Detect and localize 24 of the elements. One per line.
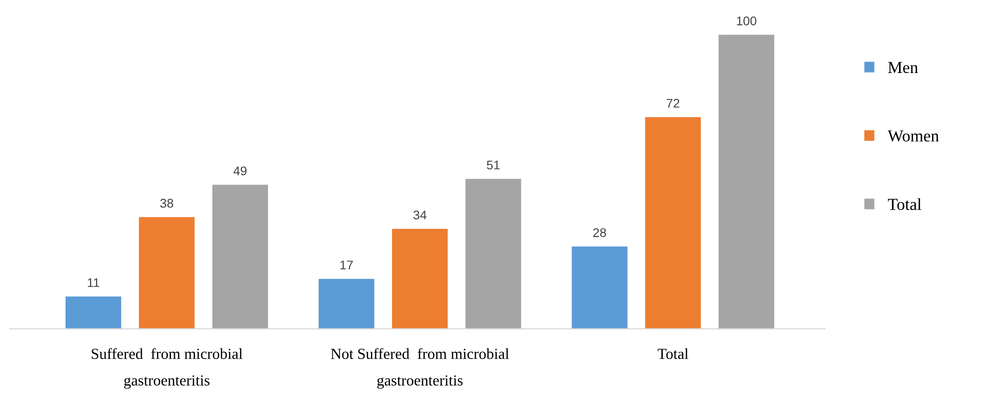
- data-label: 28: [593, 228, 606, 238]
- x-tick-label: Total: [658, 348, 688, 360]
- data-label: 34: [413, 210, 426, 220]
- bar: [138, 217, 195, 329]
- data-label: 72: [666, 98, 680, 108]
- bar: [718, 34, 774, 329]
- legend-label: Total: [888, 198, 922, 210]
- data-label: 38: [160, 198, 174, 208]
- data-label: 17: [340, 260, 353, 270]
- data-label: 11: [88, 278, 100, 287]
- x-tick-label: Suffered from microbial gastroenteritis: [92, 348, 242, 389]
- bar: [572, 246, 628, 329]
- bar: [318, 278, 374, 329]
- bar: [66, 296, 122, 329]
- legend-label: Women: [888, 130, 939, 142]
- bar: [645, 117, 701, 329]
- legend-label: Men: [888, 62, 918, 74]
- bar: [212, 184, 268, 329]
- data-label: 51: [486, 160, 500, 170]
- bar: [465, 178, 522, 329]
- data-label: 100: [736, 16, 756, 26]
- bar: [392, 228, 448, 329]
- data-label: 49: [234, 166, 247, 176]
- x-tick-label: Not Suffered from microbial gastroenteritis: [330, 348, 509, 389]
